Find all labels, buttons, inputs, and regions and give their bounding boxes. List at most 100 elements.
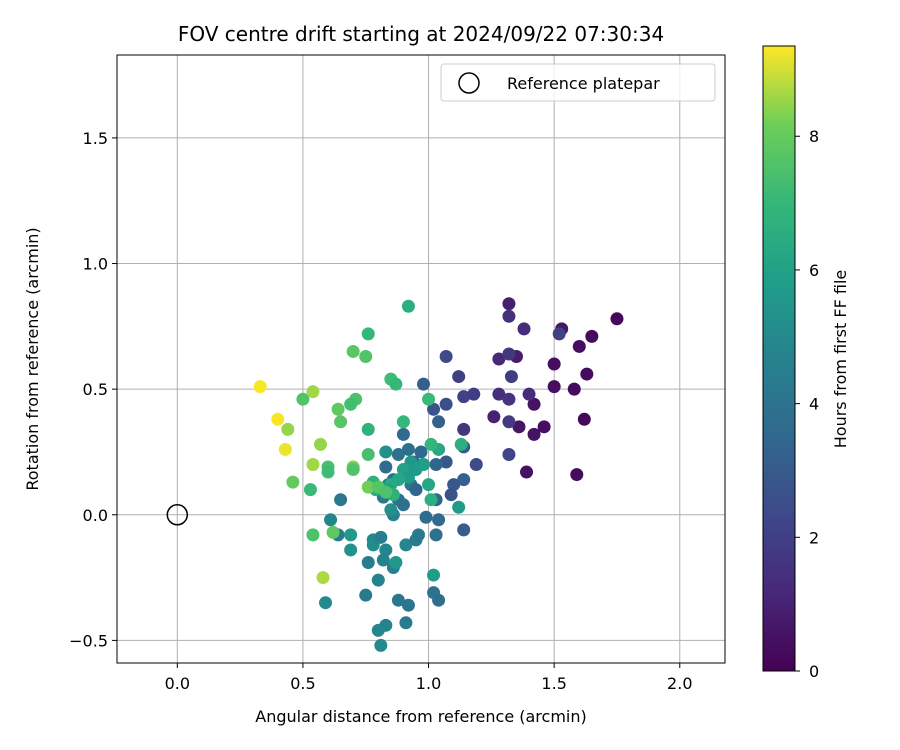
data-point <box>414 445 428 459</box>
data-point <box>374 638 388 652</box>
data-point <box>547 357 561 371</box>
y-tick-label: 1.5 <box>83 129 108 148</box>
data-point <box>527 397 541 411</box>
x-tick-label: 0.0 <box>165 674 190 693</box>
data-point <box>401 299 415 313</box>
colorbar-label: Hours from first FF file <box>831 270 850 449</box>
data-point <box>303 483 317 497</box>
data-point <box>454 437 468 451</box>
data-point <box>286 475 300 489</box>
data-point <box>371 573 385 587</box>
data-point <box>374 530 388 544</box>
legend: Reference platepar <box>440 63 716 102</box>
data-point <box>361 422 375 436</box>
x-axis-label: Angular distance from reference (arcmin) <box>255 707 586 726</box>
x-tick-label: 2.0 <box>667 674 692 693</box>
data-point <box>429 458 443 472</box>
data-point <box>281 422 295 436</box>
colorbar-gradient <box>762 45 796 672</box>
data-point <box>432 415 446 429</box>
legend-entry-reference-platepar: Reference platepar <box>507 74 660 93</box>
data-point <box>384 503 398 517</box>
data-point <box>399 616 413 630</box>
data-point <box>502 309 516 323</box>
y-tick-label: −0.5 <box>69 631 108 650</box>
data-point <box>417 377 431 391</box>
data-point <box>552 327 566 341</box>
data-point <box>401 442 415 456</box>
data-point <box>585 329 599 343</box>
data-point <box>522 387 536 401</box>
data-point <box>502 347 516 361</box>
data-point <box>452 500 466 514</box>
data-point <box>580 367 594 381</box>
y-axis: −0.5 0.0 0.5 1.0 1.5 <box>69 129 117 650</box>
data-point <box>424 437 438 451</box>
x-tick-label: 0.5 <box>290 674 315 693</box>
data-point <box>376 553 390 567</box>
data-point <box>371 623 385 637</box>
data-point <box>419 510 433 524</box>
data-point <box>502 447 516 461</box>
data-point <box>444 488 458 502</box>
x-axis: 0.0 0.5 1.0 1.5 2.0 <box>165 663 693 693</box>
data-point <box>432 593 446 607</box>
data-point <box>359 349 373 363</box>
data-point <box>396 498 410 512</box>
legend-circle-icon <box>458 72 480 94</box>
data-point <box>502 392 516 406</box>
data-point <box>502 415 516 429</box>
data-point <box>422 478 436 492</box>
data-point <box>344 397 358 411</box>
data-point <box>439 455 453 469</box>
data-point <box>253 380 267 394</box>
data-point <box>278 442 292 456</box>
data-point <box>379 543 393 557</box>
y-tick-label: 1.0 <box>83 255 108 274</box>
data-point <box>396 427 410 441</box>
data-point <box>457 422 471 436</box>
data-point <box>316 571 330 585</box>
data-point <box>512 420 526 434</box>
data-point <box>321 465 335 479</box>
data-point <box>439 397 453 411</box>
colorbar: 0 2 4 6 8 Hours from first FF file <box>762 45 850 681</box>
data-point <box>361 327 375 341</box>
data-point <box>447 478 461 492</box>
data-point <box>334 493 348 507</box>
data-point <box>361 480 375 494</box>
data-point <box>570 468 584 482</box>
data-point <box>429 528 443 542</box>
data-point <box>411 528 425 542</box>
data-point <box>409 483 423 497</box>
data-point <box>361 556 375 570</box>
chart-title: FOV centre drift starting at 2024/09/22 … <box>178 22 664 46</box>
data-point <box>517 322 531 336</box>
data-point <box>432 513 446 527</box>
data-point <box>502 297 516 311</box>
data-point <box>396 415 410 429</box>
data-point <box>331 402 345 416</box>
data-point <box>401 470 415 484</box>
reference-platepar-marker <box>166 504 189 526</box>
data-point <box>567 382 581 396</box>
data-point <box>344 543 358 557</box>
data-point <box>504 370 518 384</box>
data-point <box>417 458 431 472</box>
gridlines <box>117 55 725 663</box>
data-point <box>457 523 471 537</box>
data-point <box>467 387 481 401</box>
data-point <box>389 556 403 570</box>
data-point <box>439 349 453 363</box>
data-point <box>424 493 438 507</box>
data-point <box>379 445 393 459</box>
data-point <box>359 588 373 602</box>
data-point <box>361 447 375 461</box>
data-point <box>469 458 483 472</box>
data-point <box>427 568 441 582</box>
x-tick-label: 1.5 <box>541 674 566 693</box>
data-point <box>379 485 393 499</box>
data-point <box>401 598 415 612</box>
y-tick-label: 0.5 <box>83 380 108 399</box>
data-point <box>334 415 348 429</box>
